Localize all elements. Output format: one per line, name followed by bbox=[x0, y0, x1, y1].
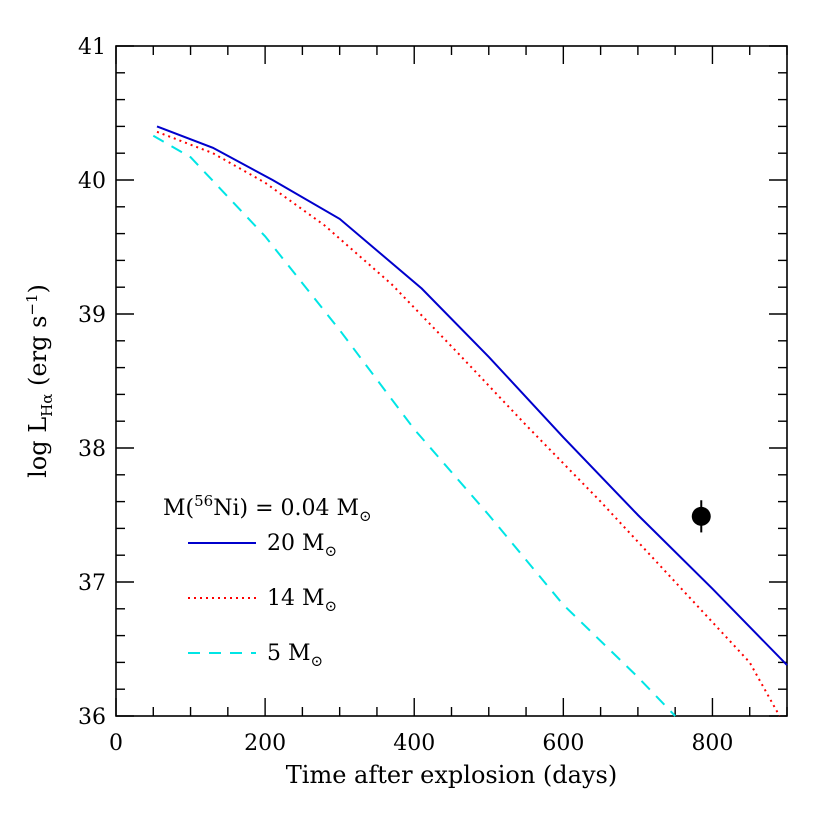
x-tick-label: 0 bbox=[109, 731, 123, 756]
series-line-3 bbox=[152, 134, 676, 717]
legend-title: M(56Ni) = 0.04 M⊙ bbox=[163, 492, 372, 525]
data-point bbox=[691, 506, 711, 526]
y-tick-label: 39 bbox=[78, 303, 106, 328]
y-tick-label: 36 bbox=[78, 705, 106, 730]
y-tick-label: 41 bbox=[78, 35, 106, 60]
series-lines bbox=[152, 125, 788, 717]
axis-ticks bbox=[115, 45, 788, 717]
axis-tick-labels: 0 200 400 600 800 36 37 38 39 40 41 bbox=[78, 35, 733, 756]
x-tick-label: 200 bbox=[244, 731, 286, 756]
x-tick-label: 800 bbox=[691, 731, 733, 756]
plot-frame bbox=[115, 45, 788, 717]
x-tick-label: 600 bbox=[542, 731, 584, 756]
legend-label-1: 20 M⊙ bbox=[267, 531, 337, 560]
x-tick-label: 400 bbox=[393, 731, 435, 756]
x-axis-label: Time after explosion (days) bbox=[286, 761, 617, 789]
legend: M(56Ni) = 0.04 M⊙ 20 M⊙ 14 M⊙ 5 M⊙ bbox=[163, 492, 372, 670]
series-line-2 bbox=[156, 130, 781, 717]
series-line-1 bbox=[156, 125, 788, 666]
data-points bbox=[691, 500, 711, 533]
y-axis-label: log LHα (erg s−1) bbox=[23, 284, 56, 478]
legend-label-2: 14 M⊙ bbox=[267, 586, 337, 615]
legend-label-3: 5 M⊙ bbox=[267, 641, 323, 670]
y-tick-label: 38 bbox=[78, 437, 106, 462]
y-tick-label: 40 bbox=[78, 169, 106, 194]
y-tick-label: 37 bbox=[78, 571, 106, 596]
